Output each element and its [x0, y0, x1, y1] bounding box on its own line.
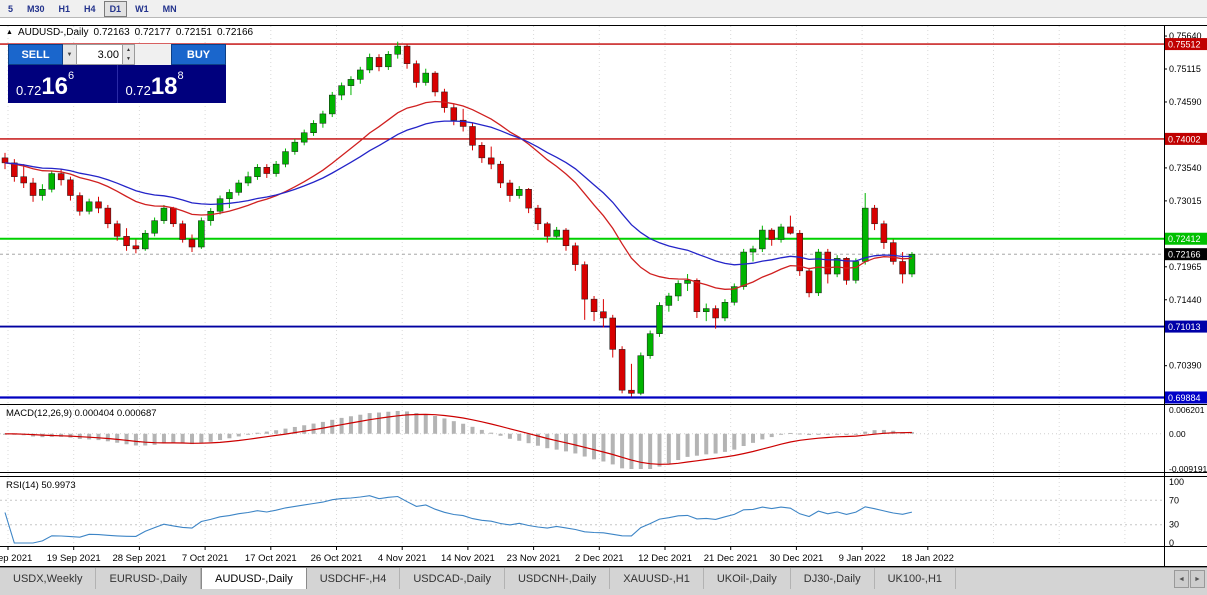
price-badges: 0.75512 0.74002 0.72412 0.72166 0.71013 0.698… — [1165, 38, 1207, 404]
volume-input[interactable]: 3.00 — [77, 44, 123, 65]
buy-price-pip: 8 — [177, 70, 184, 82]
svg-text:0: 0 — [1169, 538, 1174, 548]
quote-divider — [116, 65, 118, 103]
svg-text:23 Nov 2021: 23 Nov 2021 — [507, 553, 561, 564]
buy-price-big: 18 — [150, 73, 178, 100]
sell-price-pip: 6 — [68, 70, 75, 82]
ohlc-high: 0.72177 — [134, 27, 171, 38]
tab-ukoil-daily[interactable]: UKOil-,Daily — [704, 568, 791, 589]
ohlc-low: 0.72151 — [175, 27, 212, 38]
sell-price-prefix: 0.72 — [16, 83, 42, 98]
volume-stepper[interactable]: ▲ ▼ — [123, 44, 135, 65]
candles-layer — [1, 41, 916, 397]
tabs-scroll-left-button[interactable]: ◄ — [1174, 570, 1189, 588]
ohlc-close: 0.72166 — [216, 27, 254, 38]
svg-text:9 Jan 2022: 9 Jan 2022 — [839, 553, 886, 564]
svg-text:0.75512: 0.75512 — [1168, 40, 1201, 50]
svg-text:0.71440: 0.71440 — [1169, 295, 1202, 305]
svg-text:18 Jan 2022: 18 Jan 2022 — [902, 553, 954, 564]
svg-text:0.72412: 0.72412 — [1168, 234, 1201, 244]
sell-price[interactable]: 0.72 16 6 — [8, 65, 117, 103]
tab-audusd-daily[interactable]: AUDUSD-,Daily — [201, 568, 307, 589]
svg-text:0.73015: 0.73015 — [1169, 196, 1202, 206]
tab-usdx-weekly[interactable]: USDX,Weekly — [0, 568, 97, 589]
svg-text:21 Dec 2021: 21 Dec 2021 — [704, 553, 758, 564]
svg-text:70: 70 — [1169, 495, 1179, 505]
chart-tab-bar: USDX,Weekly EURUSD-,Daily AUDUSD-,Daily USD… — [0, 567, 1207, 595]
timeframe-h1-button[interactable]: H1 — [58, 3, 71, 14]
timeframe-mn-button[interactable]: MN — [162, 3, 177, 14]
chart-symbol-label: AUDUSD-,Daily — [17, 27, 89, 38]
price-axis: 0.75640 0.75115 0.74590 0.73540 0.73015 0.719… — [1164, 31, 1207, 548]
macd-label: MACD(12,26,9) 0.000404 0.000687 — [6, 408, 157, 419]
buy-price-prefix: 0.72 — [125, 83, 151, 98]
svg-text:0.71965: 0.71965 — [1169, 262, 1202, 272]
svg-text:0.72166: 0.72166 — [1168, 250, 1201, 260]
svg-text:100: 100 — [1169, 477, 1184, 487]
rsi-label: RSI(14) 50.9973 — [6, 480, 76, 491]
tabs-scroll-right-button[interactable]: ► — [1190, 570, 1205, 588]
svg-text:7 Oct 2021: 7 Oct 2021 — [182, 553, 228, 564]
svg-text:-0.009191: -0.009191 — [1169, 464, 1207, 474]
one-click-trading-panel: SELL ▼ 3.00 ▲ ▼ BUY 0.72 16 6 0.72 18 8 — [8, 44, 226, 103]
timeframe-d1-button[interactable]: D1 — [103, 0, 128, 17]
svg-text:0.75640: 0.75640 — [1169, 31, 1202, 41]
volume-up-icon[interactable]: ▲ — [123, 45, 134, 55]
timeframe-h4-button[interactable]: H4 — [84, 3, 96, 14]
tab-eurusd-daily[interactable]: EURUSD-,Daily — [96, 568, 202, 589]
timeframe-m30-button[interactable]: M30 — [27, 3, 45, 14]
tab-dj30-daily[interactable]: DJ30-,Daily — [791, 568, 875, 589]
tab-usdcad-daily[interactable]: USDCAD-,Daily — [400, 568, 505, 589]
buy-button[interactable]: BUY — [171, 44, 226, 65]
symbol-marker-icon: ▲ — [6, 28, 13, 36]
trade-panel-spacer — [135, 44, 171, 65]
chart-header: ▲ AUDUSD-,Daily 0.72163 0.72177 0.72151 … — [6, 27, 253, 38]
sell-button[interactable]: SELL — [8, 44, 63, 65]
quote-display: 0.72 16 6 0.72 18 8 — [8, 65, 226, 103]
tab-usdchf-h4[interactable]: USDCHF-,H4 — [307, 568, 401, 589]
svg-text:9 Sep 2021: 9 Sep 2021 — [0, 553, 32, 564]
sell-price-big: 16 — [41, 73, 69, 100]
svg-text:0.69884: 0.69884 — [1168, 393, 1201, 403]
svg-text:0.74002: 0.74002 — [1168, 134, 1201, 144]
svg-text:14 Nov 2021: 14 Nov 2021 — [441, 553, 495, 564]
volume-dropdown-icon[interactable]: ▼ — [63, 44, 77, 65]
svg-text:30: 30 — [1169, 520, 1179, 530]
svg-text:26 Oct 2021: 26 Oct 2021 — [311, 553, 363, 564]
svg-text:30 Dec 2021: 30 Dec 2021 — [769, 553, 823, 564]
tab-uk100-h1[interactable]: UK100-,H1 — [875, 568, 957, 589]
svg-text:4 Nov 2021: 4 Nov 2021 — [378, 553, 427, 564]
ma-fast-line — [4, 100, 912, 290]
timeframe-w1-button[interactable]: W1 — [135, 3, 149, 14]
price-chart[interactable]: MACD(12,26,9) 0.000404 0.000687 RSI(14) 5… — [0, 25, 1207, 567]
macd-histogram — [3, 410, 914, 469]
svg-text:0.73540: 0.73540 — [1169, 163, 1202, 173]
svg-text:0.70390: 0.70390 — [1169, 361, 1202, 371]
pane-borders — [0, 25, 1207, 567]
svg-text:0.74590: 0.74590 — [1169, 97, 1202, 107]
tab-usdcnh-daily[interactable]: USDCNH-,Daily — [505, 568, 611, 589]
tab-xauusd-h1[interactable]: XAUUSD-,H1 — [610, 568, 704, 589]
date-axis: 9 Sep 2021 19 Sep 2021 28 Sep 2021 7 Oct 20… — [0, 546, 954, 564]
svg-text:17 Oct 2021: 17 Oct 2021 — [245, 553, 297, 564]
rsi-line — [4, 495, 913, 544]
svg-text:0.71013: 0.71013 — [1168, 322, 1201, 332]
svg-text:19 Sep 2021: 19 Sep 2021 — [47, 553, 101, 564]
svg-text:0.75115: 0.75115 — [1169, 64, 1201, 74]
timeframe-toolbar: 5 M30 H1 H4 D1 W1 MN — [0, 0, 1207, 18]
svg-text:28 Sep 2021: 28 Sep 2021 — [112, 553, 166, 564]
timeframe-5-button[interactable]: 5 — [8, 3, 14, 14]
volume-down-icon[interactable]: ▼ — [123, 54, 134, 64]
svg-text:0.00: 0.00 — [1169, 429, 1186, 439]
ma-slow-line — [4, 120, 912, 266]
svg-text:2 Dec 2021: 2 Dec 2021 — [575, 553, 624, 564]
macd-signal-line — [4, 413, 912, 465]
ohlc-open: 0.72163 — [93, 27, 130, 38]
svg-text:0.006201: 0.006201 — [1169, 405, 1205, 415]
grid-lines — [7, 26, 1126, 546]
svg-text:12 Dec 2021: 12 Dec 2021 — [638, 553, 692, 564]
buy-price[interactable]: 0.72 18 8 — [118, 65, 227, 103]
